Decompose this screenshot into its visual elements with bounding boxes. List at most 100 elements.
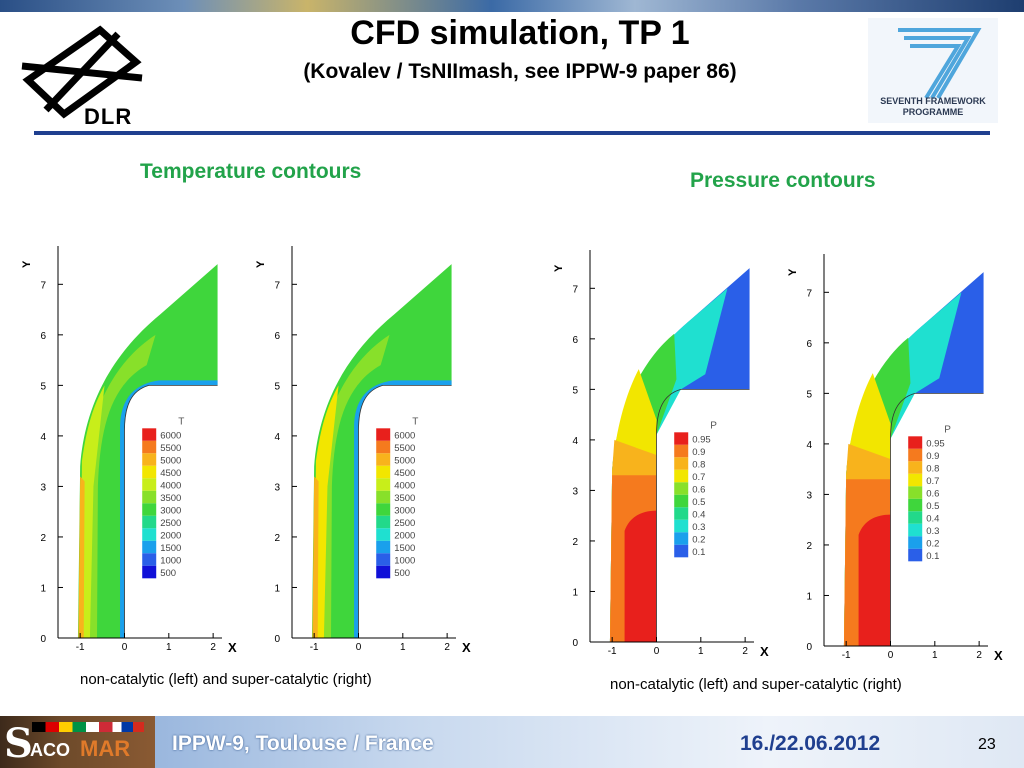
x-tick-label: 2 [976, 650, 982, 661]
legend-label: 5000 [394, 455, 415, 466]
contour-field [843, 272, 984, 646]
sacomar-logo: S ACO MAR [0, 716, 155, 768]
legend-swatch [908, 548, 923, 562]
legend-label: 0.4 [926, 513, 939, 524]
y-tick-label: 4 [806, 440, 812, 451]
y-tick-label: 6 [274, 331, 280, 342]
contour-band-p095 [858, 514, 891, 646]
contour-band-far [77, 264, 218, 638]
legend-swatch [142, 440, 157, 454]
pressure-heading: Pressure contours [690, 169, 876, 192]
legend-label: 0.3 [692, 522, 705, 533]
legend-swatch [674, 519, 689, 533]
legend-swatch [142, 490, 157, 504]
legend-swatch [376, 565, 391, 579]
legend-label: 0.8 [926, 463, 939, 474]
x-tick-label: 1 [166, 642, 172, 653]
x-tick-label: 0 [356, 642, 362, 653]
legend-label: 0.1 [692, 547, 705, 558]
y-tick-label: 6 [40, 331, 46, 342]
legend-label: 3500 [160, 493, 181, 504]
y-tick-label: 4 [40, 432, 46, 443]
contour-band-far [311, 264, 452, 638]
legend-swatch [376, 515, 391, 529]
legend-label: 6000 [160, 430, 181, 441]
legend-label: 3000 [160, 505, 181, 516]
legend-title: P [710, 420, 717, 431]
contour-field [311, 264, 452, 638]
contour-field [609, 268, 750, 642]
legend-label: 0.5 [926, 501, 939, 512]
legend-swatch [674, 494, 689, 508]
contour-field [77, 264, 218, 638]
fp7-line-2: PROGRAMME [902, 107, 964, 117]
legend-swatch [376, 465, 391, 479]
header-divider [34, 131, 990, 135]
y-tick-label: 5 [572, 385, 578, 396]
x-tick-label: 2 [742, 646, 748, 657]
y-axis-label: Y [255, 260, 267, 268]
x-tick-label: 2 [210, 642, 216, 653]
legend-swatch [376, 503, 391, 516]
legend-label: 2000 [160, 530, 181, 541]
y-tick-label: 6 [806, 339, 812, 350]
legend-swatch [142, 503, 157, 516]
legend-label: 1000 [160, 555, 181, 566]
legend-swatch [376, 440, 391, 454]
x-tick-label: 1 [698, 646, 704, 657]
y-axis-label: Y [787, 268, 799, 276]
y-tick-label: 2 [572, 537, 578, 548]
y-tick-label: 2 [274, 533, 280, 544]
legend-label: 1000 [394, 555, 415, 566]
y-tick-label: 0 [806, 642, 812, 653]
legend-swatch [142, 428, 157, 441]
y-tick-label: 7 [274, 280, 280, 291]
fp7-line-1: SEVENTH FRAMEWORK [880, 96, 986, 106]
legend-label: 4500 [394, 468, 415, 479]
sacomar-logo-mar: MAR [80, 736, 131, 761]
body-outline [358, 384, 452, 638]
y-axis-label: Y [553, 264, 565, 272]
x-tick-label: -1 [76, 642, 85, 653]
legend-label: 0.6 [692, 484, 705, 495]
y-tick-label: 5 [40, 381, 46, 392]
y-tick-label: 4 [572, 436, 578, 447]
slide-title: CFD simulation, TP 1 [350, 14, 690, 52]
legend-label: 0.2 [692, 534, 705, 545]
y-tick-label: 3 [274, 482, 280, 493]
conference-date: 16./22.06.2012 [740, 732, 881, 755]
y-tick-label: 1 [572, 587, 578, 598]
legend-swatch [908, 536, 923, 549]
sacomar-logo-aco: ACO [30, 740, 70, 760]
legend-swatch [142, 540, 157, 554]
y-tick-label: 3 [572, 486, 578, 497]
y-tick-label: 0 [274, 634, 280, 645]
legend-swatch [908, 511, 923, 524]
y-tick-label: 3 [40, 482, 46, 493]
legend-label: 5500 [394, 443, 415, 454]
legend-title: T [178, 416, 184, 427]
contour-band-mid [314, 385, 339, 638]
legend-swatch [674, 482, 689, 495]
legend-swatch [674, 544, 689, 558]
legend-swatch [674, 469, 689, 483]
legend-swatch [908, 498, 923, 512]
dlr-logo-text: DLR [84, 104, 133, 129]
legend-swatch [674, 507, 689, 520]
legend-swatch [142, 528, 157, 541]
legend-swatch [376, 453, 391, 466]
legend-swatch [674, 532, 689, 545]
y-tick-label: 5 [806, 389, 812, 400]
x-axis-label: X [760, 644, 769, 659]
pressure-plot-noncatalytic: -1 0 1 2 0 1 2 3 4 5 6 7 X Y P 0.95 0.90.8 0.70.6 0.50.4 0.… [553, 250, 769, 659]
body-outline [656, 388, 750, 642]
legend-label: 0.4 [692, 509, 705, 520]
legend-swatch [376, 490, 391, 504]
legend-label: 1500 [394, 543, 415, 554]
legend-label: 0.3 [926, 526, 939, 537]
legend-swatch [376, 540, 391, 554]
legend-label: 0.95 [692, 434, 711, 445]
axes: -1 0 1 2 0 1 2 3 4 5 6 7 X Y [553, 250, 769, 659]
